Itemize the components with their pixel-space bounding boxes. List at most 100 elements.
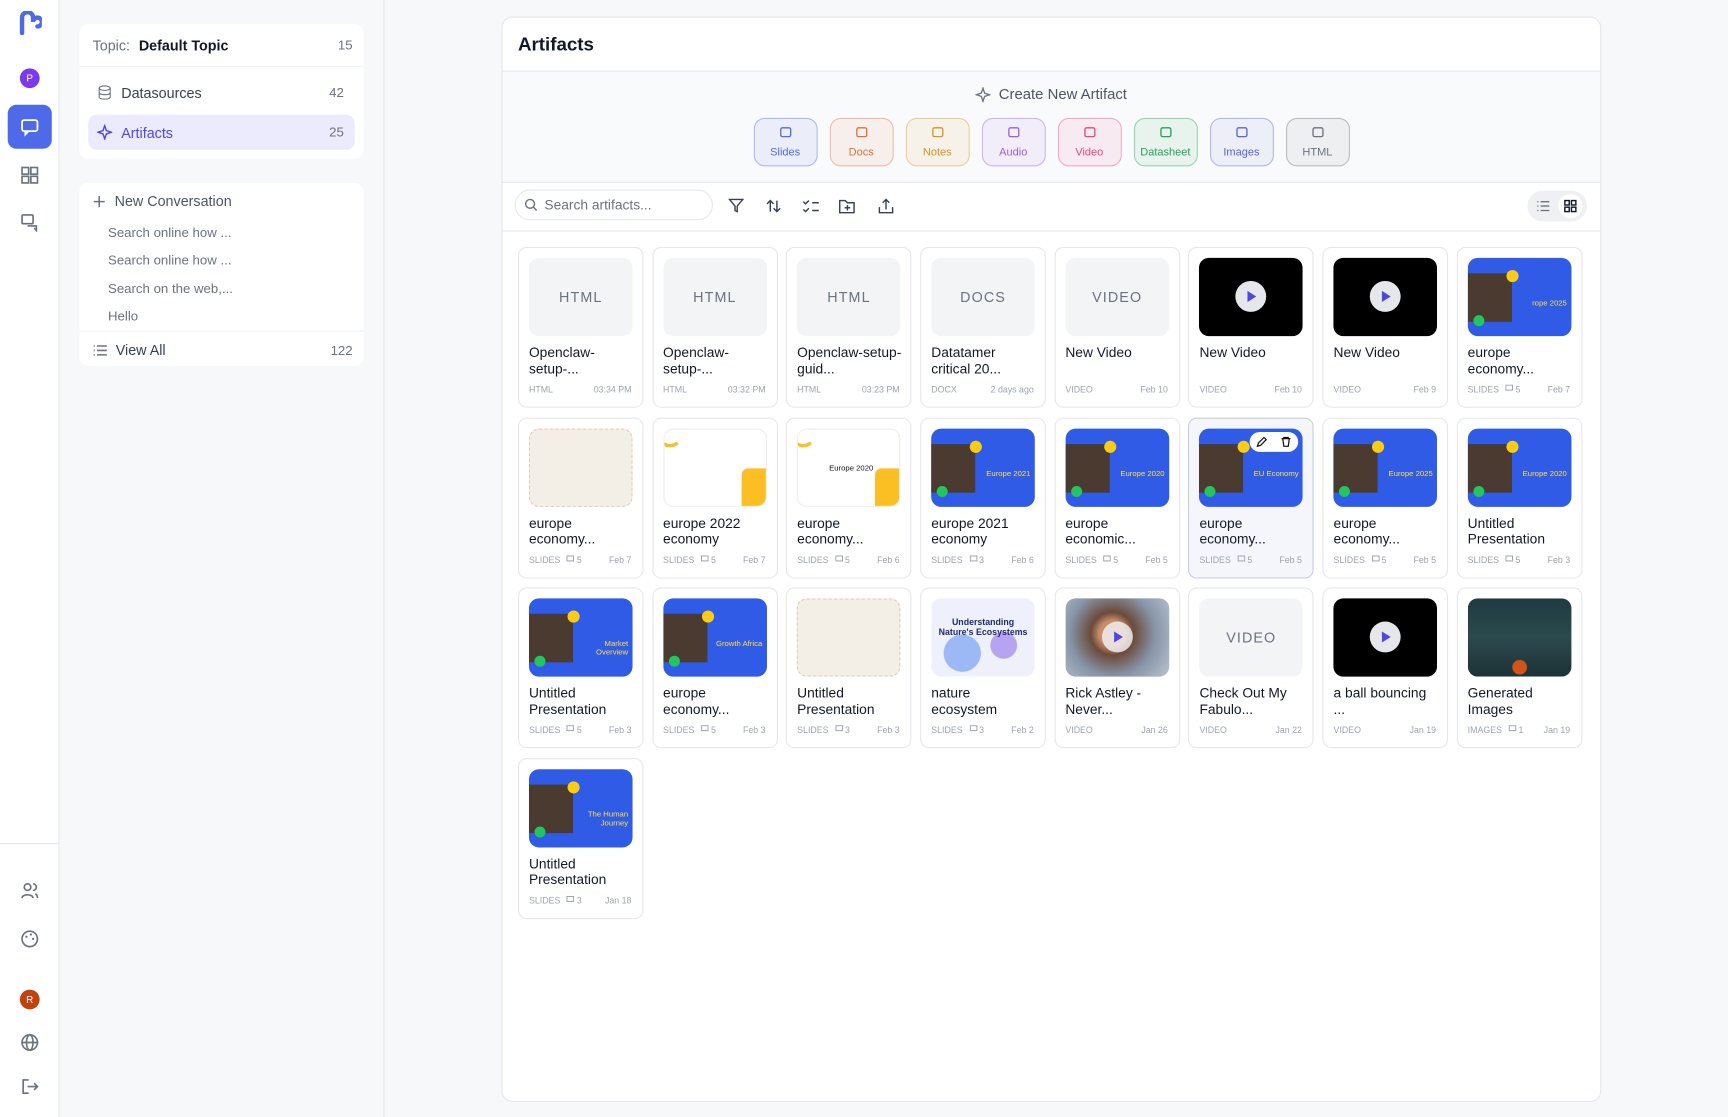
thumbnail xyxy=(528,428,633,507)
logo[interactable] xyxy=(18,11,42,36)
artifact-card[interactable]: DOCS Datatamer critical 20... DOCX 2 days a… xyxy=(920,246,1046,408)
artifact-card[interactable]: Growth Africa europe economy... SLIDES 5 Feb… xyxy=(652,587,778,749)
type-tag: VIDEO xyxy=(1065,725,1093,736)
artifact-card[interactable]: HTML Openclaw-setup-guid... HTML 03:23 PM xyxy=(786,246,912,408)
avatar[interactable]: P xyxy=(19,68,40,89)
play-button[interactable] xyxy=(1369,621,1401,653)
card-title: nature ecosystem xyxy=(931,685,998,717)
artifact-card[interactable]: HTML Openclaw-setup-... HTML 03:32 PM xyxy=(652,246,778,408)
card-footer: SLIDES 3 Jan 18 xyxy=(529,895,631,905)
list-view[interactable] xyxy=(1536,199,1550,212)
artifact-card[interactable]: New Video VIDEO Feb 10 xyxy=(1188,246,1315,408)
artifact-card[interactable]: HTML Openclaw-setup-... HTML 03:34 PM xyxy=(517,246,644,408)
artifact-card[interactable]: Untitled Presentation SLIDES 3 Feb 3 xyxy=(786,587,912,749)
artifact-card[interactable]: rope 2025 europe economy... SLIDES 5 Feb 7 xyxy=(1456,246,1583,408)
count-value: 5 xyxy=(1515,554,1521,565)
avatar[interactable]: R xyxy=(19,989,40,1010)
card-footer: SLIDES 5 Feb 5 xyxy=(1199,555,1301,565)
item-count: 5 xyxy=(1103,555,1118,565)
count-value: 5 xyxy=(845,554,850,565)
thumb-text: Europe 2021 xyxy=(986,470,1031,478)
new-conversation[interactable]: New Conversation xyxy=(93,193,232,209)
create-button[interactable]: Slides xyxy=(753,117,818,167)
toolbar-actions[interactable] xyxy=(728,197,904,215)
create-button[interactable]: Datasheet xyxy=(1133,117,1198,167)
artifact-card[interactable]: New Video VIDEO Feb 9 xyxy=(1322,246,1449,408)
card-footer: SLIDES 5 Feb 3 xyxy=(1468,555,1570,565)
card-date: Feb 5 xyxy=(1145,554,1168,565)
artifact-card[interactable]: Europe 2025 europe economy... SLIDES 5 Feb 5 xyxy=(1322,417,1449,578)
language-nav[interactable] xyxy=(14,1027,45,1058)
type-tag: SLIDES xyxy=(931,554,963,565)
count-icon xyxy=(566,554,575,565)
logout[interactable] xyxy=(14,1071,45,1102)
topic-label: Topic: xyxy=(92,37,131,54)
search-box[interactable]: Search artifacts... xyxy=(514,189,713,221)
users-nav[interactable] xyxy=(14,875,45,906)
create-buttons: Slides Docs Notes Audio Video Datasheet Images… xyxy=(503,117,1601,167)
card-footer: SLIDES 5 Feb 5 xyxy=(1065,555,1167,565)
artifact-card[interactable]: The Human Journey Untitled Presentation SL… xyxy=(517,757,644,919)
nav-item[interactable]: Artifacts 25 xyxy=(88,114,355,150)
card-title: Openclaw-setup-... xyxy=(663,344,729,377)
artifact-card[interactable]: Europe 2020 europe economic... SLIDES 5 Feb … xyxy=(1054,417,1180,578)
view-all[interactable]: View All 122 xyxy=(93,342,353,358)
nav-item[interactable]: Datasources 42 xyxy=(88,75,355,110)
artifact-card[interactable]: EU Economy europe economy... SLIDES 5 Feb 5 xyxy=(1188,417,1315,578)
thumbnail: Europe 2025 xyxy=(1333,428,1438,507)
type-tag: SLIDES xyxy=(1467,384,1500,395)
play-button[interactable] xyxy=(1369,281,1401,312)
conversation-item[interactable]: Search online how ... xyxy=(107,224,232,241)
conversation-item[interactable]: Hello xyxy=(107,308,139,324)
type-tag: SLIDES xyxy=(797,725,829,736)
create-button[interactable]: HTML xyxy=(1285,117,1350,167)
type-tag: HTML xyxy=(663,384,688,395)
artifact-card[interactable]: europe 2022 economy SLIDES 5 Feb 7 xyxy=(652,417,778,578)
grid-nav[interactable] xyxy=(14,160,45,191)
card-date: Feb 7 xyxy=(1547,384,1571,395)
create-button[interactable]: Docs xyxy=(829,117,894,167)
count-icon xyxy=(835,554,843,565)
topic[interactable]: Topic: Default Topic 15 xyxy=(93,37,353,54)
thumbnail: Europe 2021 xyxy=(931,428,1035,507)
create-button[interactable]: Audio xyxy=(981,117,1046,167)
conversation-item[interactable]: Search online how ... xyxy=(107,252,232,269)
grid-view[interactable] xyxy=(1558,193,1583,219)
artifact-card[interactable]: VIDEO New Video VIDEO Feb 10 xyxy=(1054,246,1180,408)
artifact-card[interactable]: Rick Astley - Never... VIDEO Jan 26 xyxy=(1054,587,1180,749)
artifact-card[interactable]: europe economy... SLIDES 5 Feb 7 xyxy=(517,417,644,578)
item-count: 3 xyxy=(835,725,850,735)
artifact-card[interactable]: VIDEO Check Out My Fabulo... VIDEO Jan 22 xyxy=(1188,587,1315,749)
thumbnail: HTML xyxy=(797,257,901,337)
create-button[interactable]: Images xyxy=(1209,117,1274,167)
play-button[interactable] xyxy=(1101,621,1133,653)
artifact-card[interactable]: Europe 2020 europe economy... SLIDES 5 Feb 6 xyxy=(786,417,912,578)
divider xyxy=(0,843,59,845)
artifact-card[interactable]: Europe 2020 Untitled Presentation SLIDES 5 F… xyxy=(1456,417,1583,578)
card-footer: SLIDES 3 Feb 3 xyxy=(797,725,899,735)
artifact-card[interactable]: Europe 2021 europe 2021 economy SLIDES 3 Feb… xyxy=(920,417,1046,578)
play-button[interactable] xyxy=(1235,281,1267,312)
thumb-text: EU Economy xyxy=(1253,470,1299,478)
card-actions[interactable] xyxy=(1250,431,1299,452)
create-button[interactable]: Video xyxy=(1057,117,1122,167)
conversation-item[interactable]: Search on the web,... xyxy=(107,280,233,296)
button-label: Images xyxy=(1223,146,1260,159)
create-button[interactable]: Notes xyxy=(905,117,970,167)
artifact-card[interactable]: a ball bouncing ... VIDEO Jan 19 xyxy=(1322,587,1449,749)
messages-nav[interactable] xyxy=(14,207,45,238)
card-date: 03:34 PM xyxy=(593,384,632,395)
artifact-card[interactable]: Understanding Nature's Ecosystems nature … xyxy=(920,587,1046,749)
thumbnail xyxy=(1065,598,1169,677)
search-placeholder: Search artifacts... xyxy=(544,197,652,213)
card-title: Untitled Presentation xyxy=(1467,515,1546,547)
artifact-card[interactable]: Generated Images IMAGES 1 Jan 19 xyxy=(1456,587,1583,749)
artifact-card[interactable]: Market Overview Untitled Presentation SLID… xyxy=(517,587,644,749)
thumbnail: Europe 2020 xyxy=(1065,428,1169,507)
thumb-label: HTML xyxy=(693,288,737,306)
button-icon xyxy=(1311,126,1324,141)
theme-nav[interactable] xyxy=(14,923,45,954)
thumbnail: VIDEO xyxy=(1065,257,1169,337)
card-title: Check Out My Fabulo... xyxy=(1199,685,1287,717)
chat-nav[interactable] xyxy=(7,104,52,149)
